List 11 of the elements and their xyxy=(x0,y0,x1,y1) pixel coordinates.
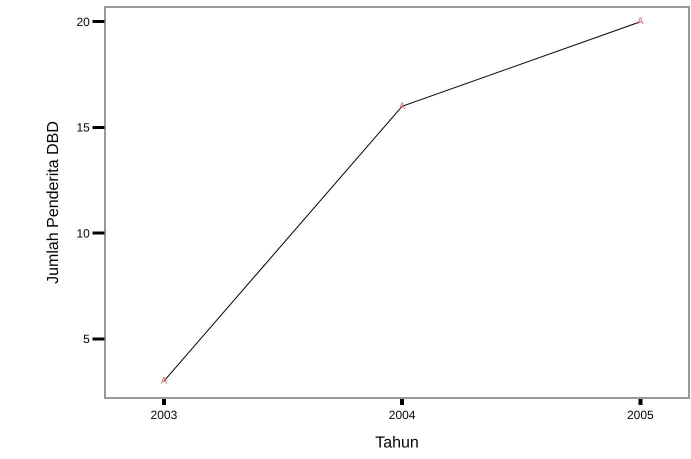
y-axis-title: Jumlah Penderita DBD xyxy=(44,121,62,284)
annotation: A xyxy=(637,17,644,28)
y-tick-label: 15 xyxy=(76,120,90,135)
annotation: A xyxy=(160,376,167,388)
x-tick-label: 2003 xyxy=(150,408,178,422)
y-tick-label: 5 xyxy=(83,332,90,346)
y-tick-label: 20 xyxy=(76,14,90,29)
x-axis-title: Tahun xyxy=(375,434,419,452)
x-tick-label: 2004 xyxy=(388,408,416,422)
y-tick-label: 10 xyxy=(76,226,90,240)
x-tick-label: 2005 xyxy=(627,408,654,422)
